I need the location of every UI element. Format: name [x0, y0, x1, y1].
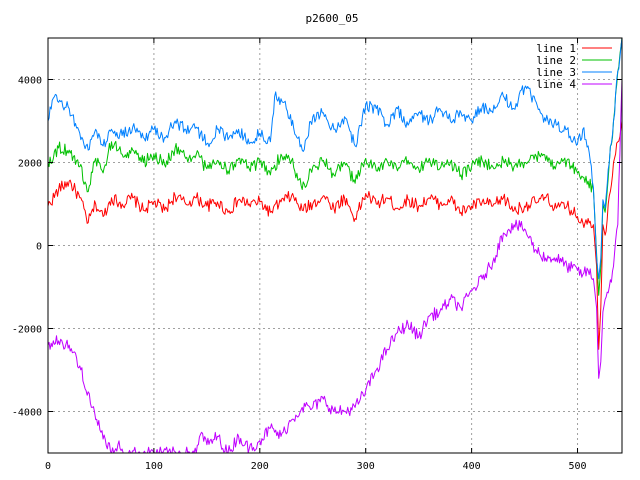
- chart-title: p2600_05: [306, 12, 359, 25]
- x-tick-label: 300: [357, 461, 375, 472]
- series-line-3: [47, 37, 623, 280]
- legend-label: line 1: [536, 42, 576, 55]
- y-tick-label: -2000: [12, 325, 42, 336]
- series-line-1: [47, 120, 623, 350]
- series-line-2: [47, 37, 623, 296]
- x-tick-label: 0: [45, 461, 51, 472]
- y-tick-label: -4000: [12, 408, 42, 419]
- x-tick-label: 200: [251, 461, 269, 472]
- x-tick-label: 400: [463, 461, 481, 472]
- legend-label: line 4: [536, 78, 576, 91]
- y-tick-label: 4000: [18, 76, 42, 87]
- series-line-4: [47, 79, 623, 454]
- legend-label: line 3: [536, 66, 576, 79]
- x-tick-label: 500: [568, 461, 586, 472]
- y-tick-label: 2000: [18, 159, 42, 170]
- legend-label: line 2: [536, 54, 576, 67]
- grid: [48, 38, 622, 453]
- y-tick-label: 0: [36, 242, 42, 253]
- x-tick-label: 100: [145, 461, 163, 472]
- plot-series: [47, 37, 623, 454]
- axis-ticks: 0 100 200 300 400 500 -4000 -2000 0 2000 4000: [12, 38, 622, 472]
